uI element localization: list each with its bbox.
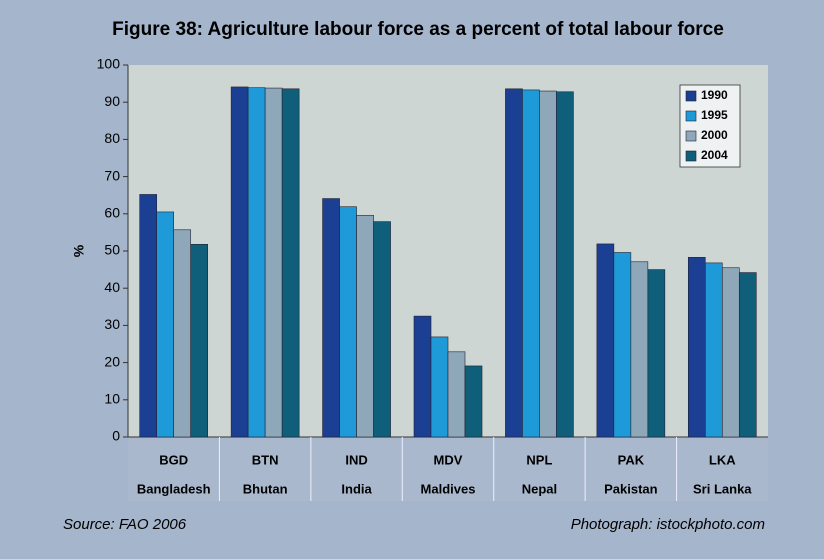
bar <box>356 214 374 438</box>
bar <box>173 229 192 438</box>
bar <box>522 89 540 438</box>
x-tick-label: LKA <box>709 452 736 467</box>
y-tick-label: 90 <box>104 93 120 109</box>
bar <box>505 88 523 438</box>
bar <box>464 365 483 438</box>
bar <box>647 269 666 438</box>
legend-label: 1995 <box>701 108 728 122</box>
y-tick-label: 70 <box>104 167 120 183</box>
bar <box>339 206 357 438</box>
legend-label: 2004 <box>701 148 728 162</box>
category-name: Maldives <box>421 481 476 496</box>
y-tick-label: 30 <box>104 316 120 332</box>
bar <box>738 272 757 438</box>
bar <box>281 88 300 438</box>
x-tick-label: IND <box>345 452 367 467</box>
legend-swatch <box>685 150 697 162</box>
x-tick-label: PAK <box>618 452 645 467</box>
credit: Photograph: istockphoto.com <box>571 516 765 533</box>
legend-swatch <box>685 110 697 122</box>
bar <box>373 221 391 438</box>
chart-title: Figure 38: Agriculture labour force as a… <box>112 19 724 40</box>
bar <box>190 244 209 438</box>
legend-label: 2000 <box>701 128 728 142</box>
bar <box>704 262 723 438</box>
bar <box>539 90 557 438</box>
bar <box>264 87 283 438</box>
category-name: Pakistan <box>604 481 658 496</box>
bar <box>687 257 706 438</box>
bar <box>613 252 632 438</box>
category-name: Bangladesh <box>137 481 211 496</box>
bar <box>430 336 449 438</box>
category-name: Nepal <box>522 481 557 496</box>
legend-swatch <box>685 90 697 102</box>
category-name: India <box>341 481 372 496</box>
bar <box>556 91 574 438</box>
bar <box>230 86 249 438</box>
bar <box>630 261 649 438</box>
y-tick-label: 50 <box>104 242 120 258</box>
bar <box>447 351 466 438</box>
bar <box>596 243 615 438</box>
category-name: Sri Lanka <box>693 481 752 496</box>
bar <box>139 194 158 438</box>
bar <box>322 198 340 438</box>
y-tick-label: 100 <box>97 56 121 72</box>
x-tick-label: BTN <box>252 452 279 467</box>
bar <box>156 211 175 438</box>
x-tick-label: NPL <box>526 452 552 467</box>
y-tick-label: 20 <box>104 353 120 369</box>
y-tick-label: 10 <box>104 391 120 407</box>
x-tick-label: MDV <box>434 452 463 467</box>
bar <box>413 315 432 438</box>
bar <box>247 87 266 438</box>
category-area <box>128 437 768 501</box>
y-tick-label: 40 <box>104 279 120 295</box>
x-tick-label: BGD <box>159 452 188 467</box>
y-tick-label: 60 <box>104 205 120 221</box>
category-name: Bhutan <box>243 481 288 496</box>
source: Source: FAO 2006 <box>63 516 187 533</box>
y-tick-label: 80 <box>104 130 120 146</box>
legend-swatch <box>685 130 697 142</box>
y-axis-label: % <box>71 244 87 257</box>
bar <box>721 267 740 438</box>
legend-label: 1990 <box>701 88 728 102</box>
y-tick-label: 0 <box>112 428 120 444</box>
